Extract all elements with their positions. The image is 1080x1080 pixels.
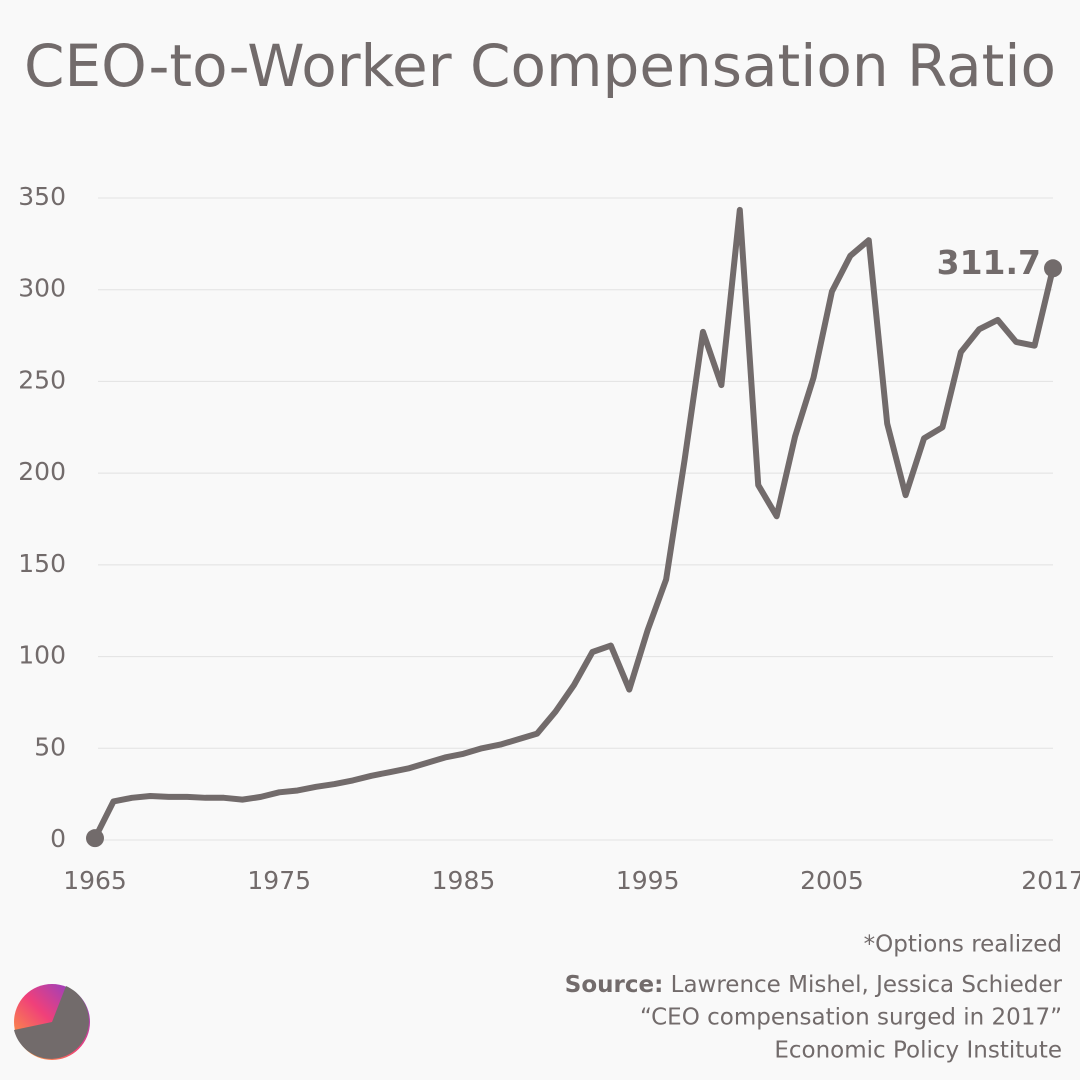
x-tick-label: 1965 (63, 866, 127, 895)
y-tick-label: 100 (18, 641, 66, 670)
x-tick-label: 1995 (616, 866, 680, 895)
y-tick-label: 200 (18, 457, 66, 486)
note: *Options realized (864, 932, 1062, 958)
x-tick-label: 1975 (247, 866, 311, 895)
source-label: Source: (565, 972, 664, 998)
logo (14, 984, 90, 1060)
y-tick-label: 250 (18, 365, 66, 394)
end-point (1044, 259, 1062, 278)
x-tick-label: 1985 (432, 866, 496, 895)
y-tick-label: 150 (18, 549, 66, 578)
chart-title: CEO-to-Worker Compensation Ratio (24, 32, 1056, 100)
y-tick-label: 350 (18, 182, 66, 211)
y-tick-label: 50 (34, 732, 66, 761)
source: Source: Lawrence Mishel, Jessica Schiede… (565, 972, 1063, 998)
source-line: Lawrence Mishel, Jessica Schieder (671, 972, 1063, 998)
source-line: Economic Policy Institute (774, 1038, 1062, 1064)
line (92, 206, 1056, 840)
source-line: “CEO compensation surged in 2017” (640, 1005, 1062, 1031)
x-tick-label: 2017 (1021, 866, 1080, 895)
value-label: 311.7 (937, 243, 1041, 282)
y-tick-label: 300 (18, 274, 66, 303)
x-tick-label: 2005 (800, 866, 864, 895)
y-tick-label: 0 (50, 824, 66, 853)
start-point (86, 829, 104, 848)
